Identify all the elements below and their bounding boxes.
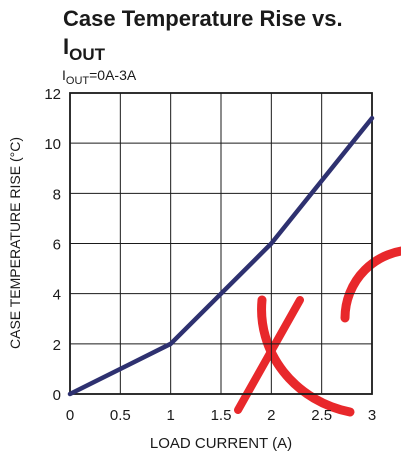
subtitle-var-subscript: OUT <box>65 75 90 87</box>
x-tick-label: 1.5 <box>211 407 232 424</box>
x-tick-labels: 0 0.5 1 1.5 2 2.5 3 <box>66 407 376 424</box>
watermark-arc <box>340 246 401 323</box>
y-tick-label: 10 <box>44 136 61 153</box>
y-tick-label: 4 <box>53 287 61 304</box>
grid <box>69 92 373 395</box>
x-tick-label: 2 <box>267 407 275 424</box>
chart-title-line1: Case Temperature Rise vs. <box>63 6 343 31</box>
subtitle-range: =0A-3A <box>89 67 137 83</box>
y-axis-label: CASE TEMPERATURE RISE (°C) <box>7 137 23 349</box>
y-tick-label: 0 <box>53 387 61 404</box>
x-tick-label: 3 <box>368 407 376 424</box>
y-tick-label: 8 <box>53 186 61 203</box>
watermark <box>234 246 401 417</box>
y-tick-label: 12 <box>44 86 61 103</box>
y-tick-label: 2 <box>53 337 61 354</box>
chart-title-line2: IOUT <box>63 34 105 65</box>
x-tick-label: 0 <box>66 407 74 424</box>
y-tick-label: 6 <box>53 237 61 254</box>
watermark-arc <box>257 295 355 417</box>
x-axis-label: LOAD CURRENT (A) <box>150 435 292 452</box>
y-tick-labels: 0 2 4 6 8 10 12 <box>44 86 61 404</box>
x-tick-label: 2.5 <box>311 407 332 424</box>
chart-subtitle: IOUT=0A-3A <box>62 67 136 87</box>
watermark-stroke <box>234 296 304 414</box>
title-var: I <box>63 34 70 59</box>
series-line <box>67 115 375 397</box>
subtitle-var: I <box>62 67 66 83</box>
x-tick-label: 1 <box>166 407 174 424</box>
series-layer <box>67 115 375 397</box>
x-tick-label: 0.5 <box>110 407 131 424</box>
title-var-subscript: OUT <box>69 45 106 64</box>
plot-frame <box>69 92 373 395</box>
plot-border <box>69 92 373 395</box>
